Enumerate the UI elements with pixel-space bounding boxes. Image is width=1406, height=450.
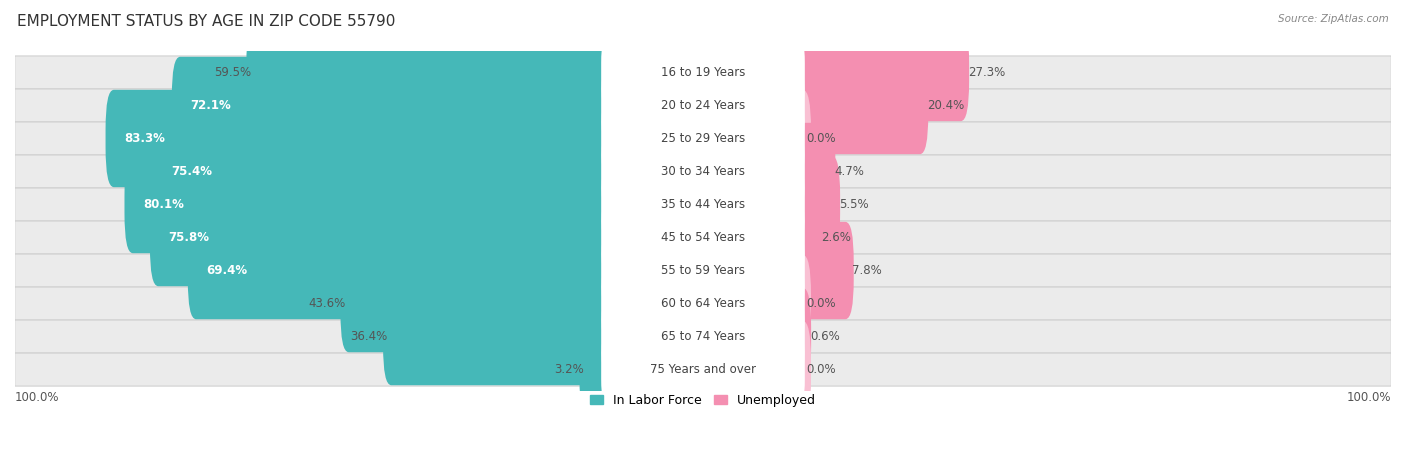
FancyBboxPatch shape: [14, 89, 1392, 122]
Text: 55 to 59 Years: 55 to 59 Years: [661, 264, 745, 277]
FancyBboxPatch shape: [579, 321, 614, 418]
Text: 83.3%: 83.3%: [124, 132, 165, 145]
Text: 65 to 74 Years: 65 to 74 Years: [661, 330, 745, 343]
FancyBboxPatch shape: [792, 189, 823, 286]
FancyBboxPatch shape: [188, 222, 614, 319]
Text: 3.2%: 3.2%: [554, 363, 585, 376]
Text: 27.3%: 27.3%: [967, 66, 1005, 79]
Text: 7.8%: 7.8%: [852, 264, 882, 277]
FancyBboxPatch shape: [602, 102, 804, 175]
Text: 5.5%: 5.5%: [839, 198, 869, 211]
Text: 69.4%: 69.4%: [207, 264, 247, 277]
Text: 25 to 29 Years: 25 to 29 Years: [661, 132, 745, 145]
FancyBboxPatch shape: [14, 320, 1392, 353]
FancyBboxPatch shape: [125, 156, 614, 253]
FancyBboxPatch shape: [792, 222, 853, 319]
FancyBboxPatch shape: [602, 267, 804, 340]
Text: 0.0%: 0.0%: [806, 132, 835, 145]
Text: 16 to 19 Years: 16 to 19 Years: [661, 66, 745, 79]
FancyBboxPatch shape: [14, 254, 1392, 287]
FancyBboxPatch shape: [14, 188, 1392, 221]
Text: 35 to 44 Years: 35 to 44 Years: [661, 198, 745, 211]
FancyBboxPatch shape: [792, 24, 969, 121]
FancyBboxPatch shape: [382, 288, 614, 385]
FancyBboxPatch shape: [14, 221, 1392, 254]
FancyBboxPatch shape: [14, 155, 1392, 188]
FancyBboxPatch shape: [172, 57, 614, 154]
FancyBboxPatch shape: [792, 288, 811, 385]
FancyBboxPatch shape: [602, 135, 804, 207]
Legend: In Labor Force, Unemployed: In Labor Force, Unemployed: [585, 389, 821, 412]
Text: 72.1%: 72.1%: [190, 99, 231, 112]
Text: 30 to 34 Years: 30 to 34 Years: [661, 165, 745, 178]
Text: 0.0%: 0.0%: [806, 297, 835, 310]
Text: 0.6%: 0.6%: [810, 330, 839, 343]
Text: 4.7%: 4.7%: [834, 165, 863, 178]
FancyBboxPatch shape: [602, 69, 804, 142]
Text: EMPLOYMENT STATUS BY AGE IN ZIP CODE 55790: EMPLOYMENT STATUS BY AGE IN ZIP CODE 557…: [17, 14, 395, 28]
Text: 80.1%: 80.1%: [143, 198, 184, 211]
Text: 45 to 54 Years: 45 to 54 Years: [661, 231, 745, 244]
Text: Source: ZipAtlas.com: Source: ZipAtlas.com: [1278, 14, 1389, 23]
Text: 20.4%: 20.4%: [927, 99, 965, 112]
Text: 100.0%: 100.0%: [15, 391, 59, 404]
Text: 59.5%: 59.5%: [214, 66, 252, 79]
Text: 75.4%: 75.4%: [172, 165, 212, 178]
Text: 75 Years and over: 75 Years and over: [650, 363, 756, 376]
Text: 100.0%: 100.0%: [1347, 391, 1391, 404]
Text: 2.6%: 2.6%: [821, 231, 852, 244]
FancyBboxPatch shape: [792, 123, 835, 220]
FancyBboxPatch shape: [792, 255, 811, 352]
Text: 20 to 24 Years: 20 to 24 Years: [661, 99, 745, 112]
FancyBboxPatch shape: [340, 255, 614, 352]
FancyBboxPatch shape: [602, 201, 804, 274]
FancyBboxPatch shape: [152, 123, 614, 220]
Text: 75.8%: 75.8%: [169, 231, 209, 244]
FancyBboxPatch shape: [792, 156, 841, 253]
FancyBboxPatch shape: [105, 90, 614, 187]
Text: 36.4%: 36.4%: [350, 330, 388, 343]
FancyBboxPatch shape: [246, 24, 614, 121]
Text: 60 to 64 Years: 60 to 64 Years: [661, 297, 745, 310]
FancyBboxPatch shape: [602, 36, 804, 108]
FancyBboxPatch shape: [150, 189, 614, 286]
Text: 43.6%: 43.6%: [308, 297, 346, 310]
FancyBboxPatch shape: [792, 321, 811, 418]
FancyBboxPatch shape: [602, 301, 804, 373]
FancyBboxPatch shape: [792, 90, 811, 187]
FancyBboxPatch shape: [14, 353, 1392, 386]
FancyBboxPatch shape: [602, 333, 804, 406]
FancyBboxPatch shape: [14, 287, 1392, 320]
FancyBboxPatch shape: [14, 122, 1392, 155]
FancyBboxPatch shape: [14, 56, 1392, 89]
FancyBboxPatch shape: [792, 57, 928, 154]
FancyBboxPatch shape: [602, 168, 804, 241]
FancyBboxPatch shape: [602, 234, 804, 307]
Text: 0.0%: 0.0%: [806, 363, 835, 376]
